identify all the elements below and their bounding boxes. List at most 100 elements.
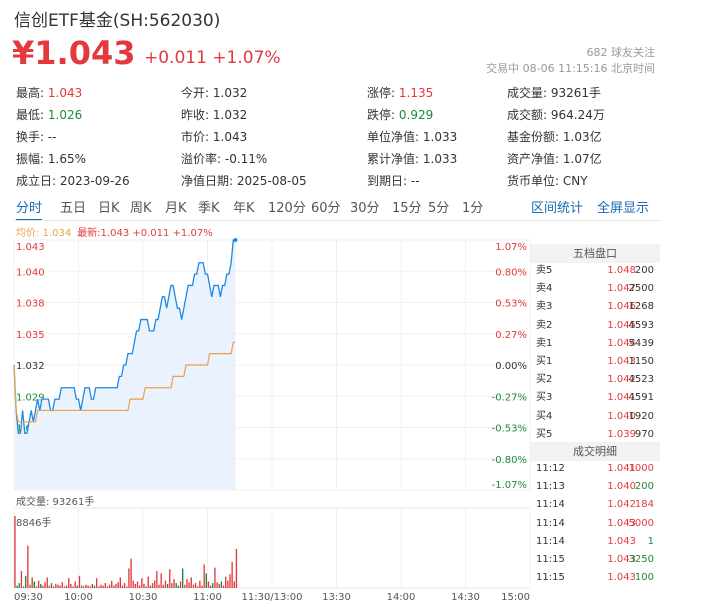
tab-6[interactable]: 年K (233, 201, 255, 216)
followers-count[interactable]: 682 球友关注 (586, 46, 656, 59)
volume-bar (162, 584, 164, 588)
volume-bar (111, 580, 113, 588)
x-tick-label: 14:30 (451, 592, 480, 603)
amount-label: 成交额: (507, 108, 548, 122)
orderbook-row[interactable]: 卖2 1.045 4593 (530, 317, 660, 335)
volume-bar (231, 561, 233, 588)
volume-bar (225, 576, 227, 588)
tab-4[interactable]: 月K (165, 201, 187, 216)
orderbook-row[interactable]: 买4 1.040 1920 (530, 408, 660, 426)
volume-bar (50, 583, 53, 588)
volume-bar (177, 585, 180, 588)
tab-3[interactable]: 周K (130, 201, 152, 216)
tab-2[interactable]: 日K (98, 201, 120, 216)
volume-bar (151, 583, 154, 588)
fullscreen-link[interactable]: 全屏显示 (596, 201, 649, 216)
volume-bar (222, 585, 225, 588)
inception-value: 2023-09-26 (59, 174, 130, 188)
volume-bar (44, 582, 46, 588)
trade-price: 1.043 (607, 554, 636, 565)
high-value: 1.043 (47, 86, 83, 100)
tab-7[interactable]: 120分 (268, 201, 306, 216)
volume-bar (108, 584, 111, 588)
volume-bar (72, 586, 74, 588)
trades-title: 成交明细 (530, 442, 660, 461)
x-tick-label: 11:00 (193, 592, 222, 603)
range-stats-link[interactable]: 区间统计 (530, 201, 583, 216)
trade-time: 11:14 (536, 499, 565, 511)
orderbook-row[interactable]: 卖4 1.047 2500 (530, 280, 660, 298)
currency-label: 货币单位: (507, 174, 560, 188)
volume-bar (25, 575, 27, 588)
high-label: 最高: (16, 86, 45, 100)
orderbook-level: 买5 (536, 428, 553, 440)
orderbook-price: 1.048 (607, 265, 636, 276)
volume-bar (166, 583, 169, 588)
orderbook-price: 1.040 (607, 410, 636, 422)
orderbook-row[interactable]: 卖1 1.044 5439 (530, 335, 660, 353)
volume-bar (59, 585, 61, 588)
prev-close-value: 1.032 (212, 108, 248, 122)
volume-bar (169, 569, 171, 588)
unit-nav-value: 1.033 (422, 130, 458, 144)
trade-price: 1.043 (607, 517, 636, 529)
open-label: 今开: (181, 86, 210, 100)
market-price-label: 市价: (181, 130, 210, 144)
orderbook-price: 1.045 (607, 319, 636, 331)
volume-bar (14, 516, 16, 588)
trade-time: 11:15 (536, 572, 565, 584)
volume-bar (68, 578, 70, 588)
orderbook-row[interactable]: 买5 1.039 970 (530, 426, 660, 444)
orderbook-price: 1.041 (607, 392, 636, 404)
orderbook-row[interactable]: 卖5 1.048 200 (530, 262, 660, 280)
orderbook-row[interactable]: 买3 1.041 4591 (530, 389, 660, 407)
volume-bar (85, 584, 87, 588)
trade-time: 11:12 (536, 463, 565, 474)
limit-up-label: 涨停: (367, 86, 396, 100)
orderbook-price: 1.044 (607, 337, 636, 349)
orderbook-qty: 4523 (628, 374, 654, 386)
tab-8[interactable]: 60分 (311, 201, 341, 216)
tab-11[interactable]: 5分 (428, 201, 450, 216)
orderbook-row[interactable]: 买1 1.043 1150 (530, 353, 660, 371)
volume-bar (132, 580, 134, 588)
volume-bar (31, 577, 33, 588)
volume-bar (61, 582, 63, 588)
fund-shares-value: 1.03亿 (562, 130, 602, 144)
orderbook-level: 卖4 (536, 283, 553, 295)
orderbook-title: 五档盘口 (530, 244, 660, 263)
y-tick-left: 1.032 (16, 361, 45, 372)
orderbook-level: 卖2 (536, 319, 553, 331)
prev-close-label: 昨收: (181, 108, 210, 122)
volume-bar (190, 577, 192, 588)
tab-9[interactable]: 30分 (350, 201, 380, 216)
tab-5[interactable]: 季K (198, 201, 220, 216)
volume-bar (115, 583, 117, 588)
tab-1[interactable]: 五日 (60, 201, 87, 216)
orderbook-level: 买2 (536, 374, 553, 386)
volume-bar (46, 577, 48, 588)
y-tick-right: -0.53% (492, 424, 527, 435)
volume-bar (20, 570, 23, 588)
amplitude-value: 1.65% (47, 152, 86, 166)
x-tick-label: 11:30/13:00 (241, 592, 302, 603)
orderbook-level: 买4 (536, 410, 553, 422)
trade-row: 11:15 1.043 100 (530, 569, 660, 587)
orderbook-row[interactable]: 买2 1.042 4523 (530, 371, 660, 389)
volume-bar (113, 585, 115, 588)
chart-legend: 均价: 1.034 最新:1.043 +0.011 +1.07% (16, 224, 213, 239)
volume-bar (128, 568, 130, 588)
tab-10[interactable]: 15分 (392, 201, 422, 216)
orderbook-qty: 970 (634, 428, 654, 440)
volume-bar (29, 584, 31, 588)
y-tick-right: 0.27% (495, 330, 527, 341)
trade-row: 11:15 1.043 3250 (530, 551, 660, 569)
trade-row: 11:12 1.041 1000 (530, 460, 660, 478)
orderbook-qty: 5439 (628, 337, 654, 349)
inception-label: 成立日: (16, 174, 57, 188)
orderbook-row[interactable]: 卖3 1.046 1268 (530, 298, 660, 316)
volume-bar (164, 580, 167, 588)
tab-12[interactable]: 1分 (462, 201, 484, 216)
volume-bar (136, 581, 139, 588)
